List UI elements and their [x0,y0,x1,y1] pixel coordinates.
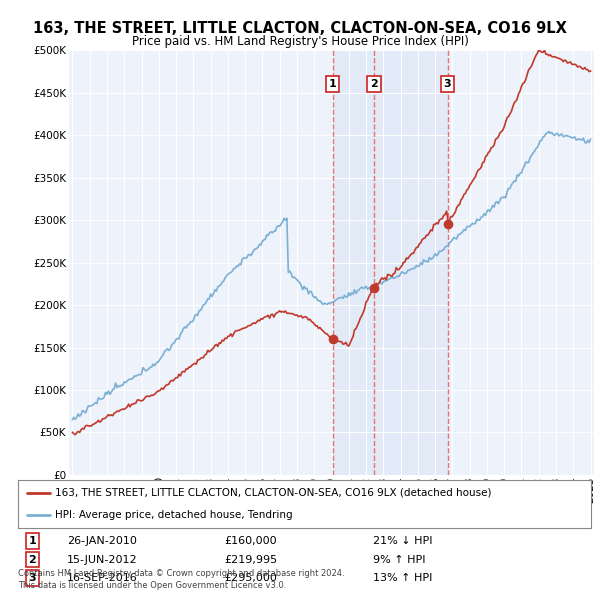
Bar [333,50,448,475]
Text: 163, THE STREET, LITTLE CLACTON, CLACTON-ON-SEA, CO16 9LX: 163, THE STREET, LITTLE CLACTON, CLACTON… [33,21,567,35]
Text: 16-SEP-2016: 16-SEP-2016 [67,573,137,583]
Text: £160,000: £160,000 [224,536,277,546]
Text: 21% ↓ HPI: 21% ↓ HPI [373,536,433,546]
Text: 2: 2 [28,555,36,565]
Text: 3: 3 [444,79,451,89]
Text: 1: 1 [28,536,36,546]
Text: Price paid vs. HM Land Registry's House Price Index (HPI): Price paid vs. HM Land Registry's House … [131,35,469,48]
Text: 15-JUN-2012: 15-JUN-2012 [67,555,137,565]
Text: 9% ↑ HPI: 9% ↑ HPI [373,555,426,565]
Text: Contains HM Land Registry data © Crown copyright and database right 2024.
This d: Contains HM Land Registry data © Crown c… [18,569,344,590]
Text: 2: 2 [370,79,378,89]
Text: £295,000: £295,000 [224,573,277,583]
Text: 163, THE STREET, LITTLE CLACTON, CLACTON-ON-SEA, CO16 9LX (detached house): 163, THE STREET, LITTLE CLACTON, CLACTON… [55,488,492,498]
Text: 26-JAN-2010: 26-JAN-2010 [67,536,137,546]
Text: 13% ↑ HPI: 13% ↑ HPI [373,573,433,583]
Text: 1: 1 [329,79,337,89]
Text: £219,995: £219,995 [224,555,277,565]
Text: 3: 3 [29,573,36,583]
Text: HPI: Average price, detached house, Tendring: HPI: Average price, detached house, Tend… [55,510,293,520]
